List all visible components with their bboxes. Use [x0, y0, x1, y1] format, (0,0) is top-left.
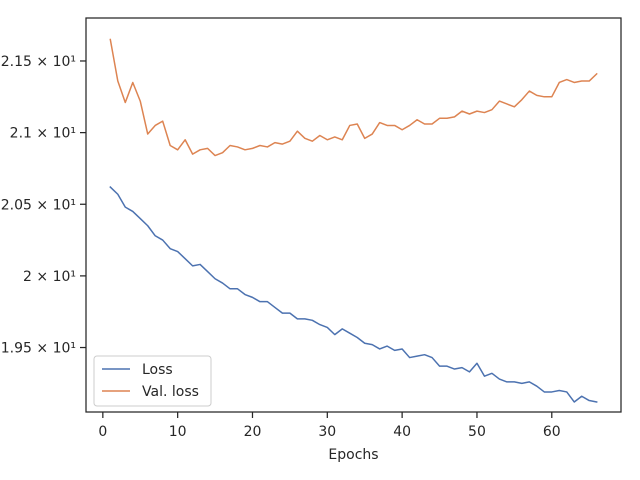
- y-tick-label: 1.95 × 10¹: [1, 341, 76, 357]
- legend-label-val-loss: Val. loss: [142, 384, 199, 400]
- x-tick-label: 0: [98, 424, 107, 440]
- x-tick-label: 20: [244, 424, 262, 440]
- x-tick-label: 60: [543, 424, 561, 440]
- y-axis: 1.95 × 10¹ 2 × 10¹ 2.05 × 10¹ 2.1 × 10¹ 2.15…: [1, 54, 86, 357]
- y-tick-label: 2 × 10¹: [23, 269, 76, 285]
- axes-frame: [85, 17, 622, 413]
- x-axis: 0 10 20 30 40 50 60: [98, 412, 561, 440]
- x-axis-label: Epochs: [328, 447, 378, 463]
- series-line-val-loss: [109, 38, 598, 157]
- x-tick-label: 30: [318, 424, 336, 440]
- x-tick-label: 40: [393, 424, 411, 440]
- y-tick-label: 2.1 × 10¹: [10, 126, 76, 142]
- y-tick-label: 2.15 × 10¹: [1, 54, 76, 70]
- x-tick-label: 50: [468, 424, 486, 440]
- x-tick-label: 10: [169, 424, 187, 440]
- plot-area: [109, 38, 598, 403]
- legend: Loss Val. loss: [93, 355, 212, 407]
- y-tick-label: 2.05 × 10¹: [1, 197, 76, 213]
- legend-label-loss: Loss: [142, 362, 173, 378]
- series-line-loss: [109, 185, 598, 403]
